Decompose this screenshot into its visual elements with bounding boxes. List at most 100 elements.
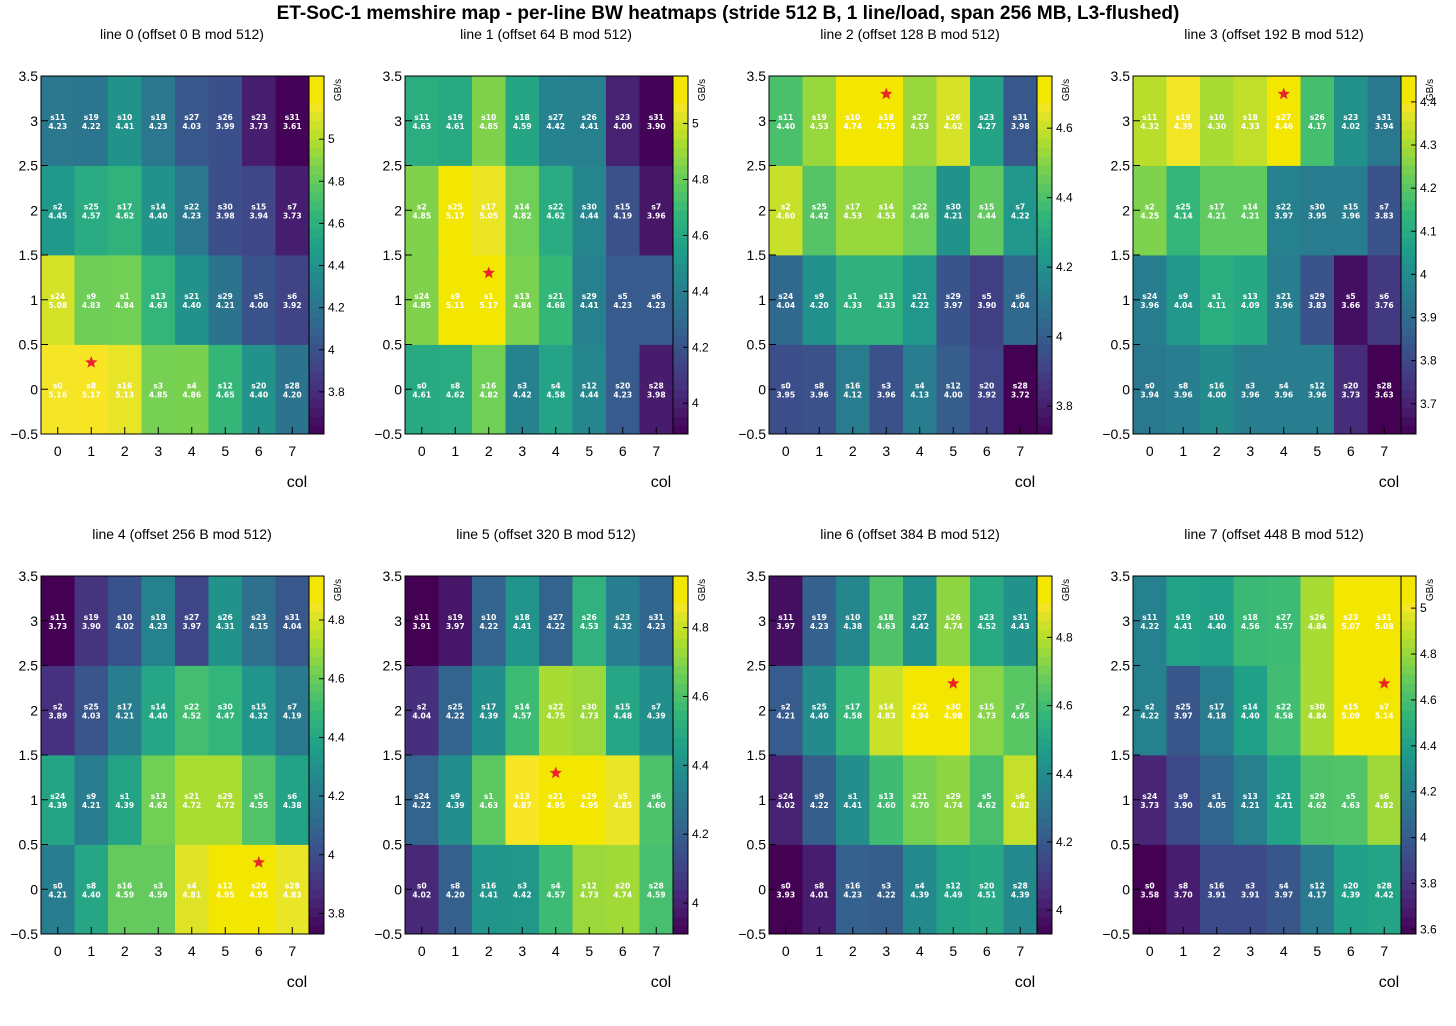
- cell-shire-label: s25: [84, 202, 99, 211]
- colorbar-tick-label: 4.6: [692, 228, 709, 242]
- cell-value-label: 4.63: [479, 801, 498, 810]
- heatmap-cell: [275, 665, 310, 756]
- colorbar-segment: [673, 665, 688, 675]
- figure-title: ET-SoC-1 memshire map - per-line BW heat…: [276, 3, 1180, 24]
- heatmap-cell: [639, 255, 674, 345]
- heatmap-cell: [1367, 755, 1402, 845]
- colorbar-segment: [1401, 76, 1416, 86]
- colorbar-segment: [309, 880, 324, 890]
- cell-value-label: 4.13: [910, 390, 929, 399]
- cell-value-label: 3.73: [1140, 801, 1159, 810]
- colorbar-segment: [1037, 808, 1052, 818]
- cell-shire-label: s25: [812, 202, 827, 211]
- cell-value-label: 4.53: [580, 622, 599, 631]
- cell-value-label: 4.53: [810, 122, 829, 131]
- x-tick-label: 5: [1313, 443, 1321, 459]
- y-tick-label: 3.5: [19, 68, 39, 84]
- cell-shire-label: s9: [86, 792, 96, 801]
- colorbar-segment: [1037, 317, 1052, 327]
- y-tick-label: 2: [758, 202, 766, 218]
- x-tick-label: 3: [154, 943, 162, 959]
- heatmap-cell: [175, 344, 209, 435]
- heatmap-cell: [970, 755, 1004, 845]
- colorbar-segment: [673, 138, 688, 148]
- cell-shire-label: s4: [915, 881, 925, 890]
- heatmap-cell: [1233, 344, 1268, 435]
- cell-value-label: 4.42: [1375, 890, 1394, 899]
- cell-shire-label: s7: [651, 202, 661, 211]
- max-marker-star-icon: [1378, 677, 1391, 689]
- colorbar-segment: [1401, 889, 1416, 899]
- colorbar-label: GB/s: [333, 79, 344, 101]
- colorbar-segment: [309, 593, 324, 604]
- heatmap-cell: [936, 255, 971, 345]
- colorbar-tick-label: 4.6: [692, 689, 709, 703]
- heatmap-cell: [1200, 76, 1234, 166]
- cell-shire-label: s3: [881, 881, 891, 890]
- colorbar-tick-label: 3.8: [328, 906, 345, 920]
- cell-value-label: 4.41: [843, 801, 862, 810]
- heatmap-cell: [1003, 255, 1038, 345]
- cell-value-label: 4.46: [1274, 122, 1293, 131]
- cell-shire-label: s10: [845, 613, 860, 622]
- cell-value-label: 4.39: [1174, 122, 1193, 131]
- cell-value-label: 4.56: [1241, 622, 1260, 631]
- cell-shire-label: s1: [1212, 792, 1222, 801]
- cell-value-label: 4.22: [446, 711, 465, 720]
- heatmap-cell: [108, 344, 142, 435]
- y-tick-label: 0.5: [747, 337, 767, 353]
- cell-value-label: 3.98: [647, 390, 666, 399]
- cell-shire-label: s2: [781, 702, 791, 711]
- cell-value-label: 3.96: [1274, 301, 1293, 310]
- colorbar-segment: [1401, 389, 1416, 399]
- cell-value-label: 3.58: [1140, 890, 1159, 899]
- x-tick-label: 3: [882, 943, 890, 959]
- heatmap-cell: [936, 844, 971, 935]
- colorbar-segment: [1401, 263, 1416, 274]
- colorbar-segment: [1401, 817, 1416, 827]
- cell-value-label: 3.72: [1011, 390, 1030, 399]
- cell-value-label: 4.31: [216, 622, 235, 631]
- cell-shire-label: s30: [218, 702, 233, 711]
- colorbar-segment: [1037, 111, 1052, 122]
- cell-value-label: 3.66: [1341, 301, 1360, 310]
- cell-shire-label: s4: [1279, 381, 1289, 390]
- heatmap-cell: [1233, 844, 1268, 935]
- cell-shire-label: s5: [982, 292, 992, 301]
- colorbar-tick-label: 4: [1420, 267, 1427, 281]
- cell-value-label: 4.23: [810, 622, 829, 631]
- colorbar-segment: [309, 576, 324, 586]
- cell-value-label: 4.73: [580, 890, 599, 899]
- colorbar-segment: [1037, 147, 1052, 157]
- cell-value-label: 4.65: [216, 390, 235, 399]
- colorbar-segment: [309, 665, 324, 675]
- heatmap-cell: [1003, 576, 1038, 666]
- cell-shire-label: s2: [1145, 202, 1155, 211]
- cell-value-label: 4.65: [1011, 711, 1030, 720]
- cell-value-label: 4.62: [446, 390, 465, 399]
- colorbar-tick-label: 4.8: [692, 172, 709, 186]
- cell-value-label: 4.40: [1207, 622, 1226, 631]
- cell-shire-label: s17: [1209, 202, 1224, 211]
- cell-shire-label: s3: [153, 881, 163, 890]
- x-tick-label: 6: [255, 943, 263, 959]
- x-tick-label: 0: [54, 443, 62, 459]
- colorbar-segment: [309, 781, 324, 792]
- cell-shire-label: s13: [879, 792, 894, 801]
- heatmap-cell: [970, 844, 1004, 935]
- colorbar-segment: [673, 620, 688, 630]
- colorbar-segment: [309, 246, 324, 256]
- colorbar-segment: [673, 183, 688, 193]
- colorbar-segment: [309, 844, 324, 854]
- cell-value-label: 4.95: [216, 890, 235, 899]
- colorbar-segment: [1401, 308, 1416, 318]
- colorbar-frame: [308, 75, 325, 435]
- heatmap-cell: [936, 576, 971, 666]
- colorbar-segment: [309, 710, 324, 720]
- heatmap-cell: [108, 844, 142, 935]
- colorbar-segment: [309, 398, 324, 408]
- cell-shire-label: s29: [582, 292, 597, 301]
- cell-value-label: 4.85: [412, 211, 431, 220]
- heatmap-cell: [572, 165, 607, 256]
- x-tick-label: 0: [1146, 443, 1154, 459]
